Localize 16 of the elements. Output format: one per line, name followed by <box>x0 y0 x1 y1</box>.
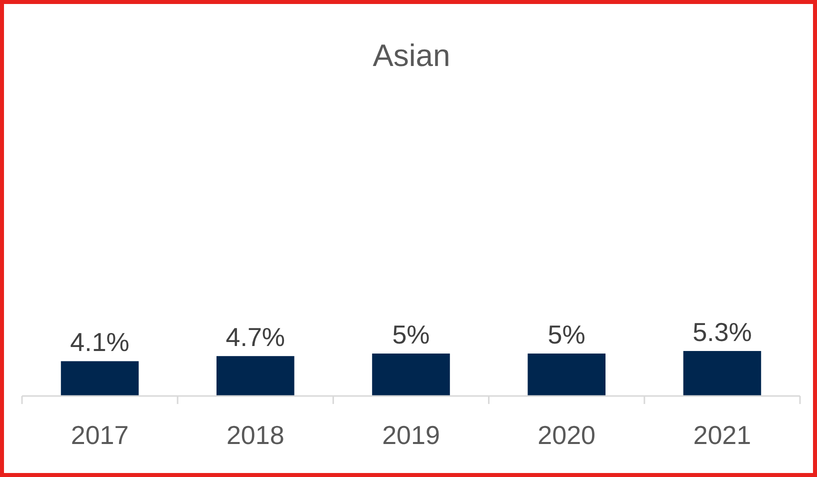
x-tick-label: 2020 <box>538 420 596 450</box>
chart-title: Asian <box>372 38 450 73</box>
data-label: 5% <box>548 320 586 350</box>
bar <box>60 361 139 396</box>
data-label: 5% <box>392 320 430 350</box>
data-label: 4.7% <box>226 322 286 352</box>
data-label: 5.3% <box>692 317 752 347</box>
bar <box>372 354 450 396</box>
bar <box>216 356 294 396</box>
x-tick-label: 2017 <box>70 420 129 450</box>
data-label: 4.1% <box>70 327 130 358</box>
x-tick-label: 2018 <box>226 420 284 450</box>
x-tick-label: 2019 <box>382 420 440 450</box>
bar <box>528 354 606 396</box>
bar <box>683 351 762 396</box>
x-tick-label: 2021 <box>693 420 752 450</box>
